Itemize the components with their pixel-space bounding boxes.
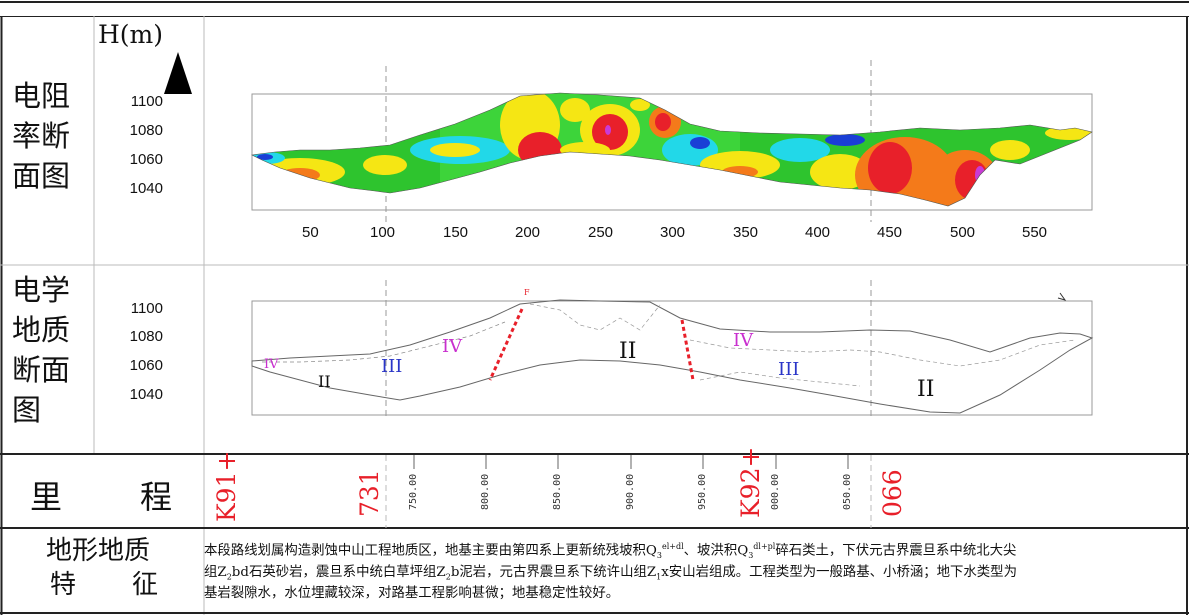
geology-plot: [251, 280, 1094, 420]
res-y-tick: 1080: [129, 122, 163, 139]
res-y-tick: 1100: [130, 93, 163, 110]
mileage-066: 066: [878, 469, 907, 517]
terrain-title: 地形地质 特 征: [46, 536, 159, 600]
geo-y-tick: 1060: [129, 357, 163, 374]
rock-label-iv: IV: [733, 330, 754, 351]
geology-title: 电学 地质 断面 图: [12, 273, 71, 427]
mileage-tick: 000.00: [770, 473, 781, 510]
res-x-tick: 50: [302, 224, 319, 241]
res-x-tick: 550: [1022, 224, 1048, 241]
mileage-tick: 950.00: [697, 473, 708, 510]
mileage-tick: 750.00: [408, 473, 419, 510]
rock-label-iii: III: [778, 359, 800, 380]
geo-y-tick: 1100: [130, 300, 163, 317]
mileage-title-left: 里: [30, 478, 63, 516]
res-x-tick: 200: [515, 224, 541, 241]
resistivity-title: 电阻 率断 面图: [12, 79, 71, 193]
res-x-tick: 500: [950, 224, 976, 241]
res-x-tick: 150: [443, 224, 469, 241]
rock-label-ii: II: [318, 372, 331, 391]
terrain-title-b: 征: [132, 570, 159, 600]
mileage-ticks: [385, 455, 872, 528]
mileage-tick: 800.00: [480, 473, 491, 510]
res-x-tick: 350: [733, 224, 759, 241]
terrain-description: 本段路线划属构造剥蚀中山工程地质区，地基主要由第四系上更新统残坡积Q3el+dl…: [204, 542, 1017, 601]
mileage-title-right: 程: [140, 478, 173, 516]
mileage-tick: 050.00: [842, 473, 853, 510]
res-x-tick: 300: [660, 224, 686, 241]
y-axis-label: H(m): [98, 20, 164, 49]
geo-y-tick: 1040: [129, 386, 163, 403]
rock-label-ii: II: [619, 339, 637, 364]
rock-label-iv: IV: [264, 357, 279, 372]
rock-label-iv: IV: [442, 336, 463, 357]
mileage-tick: 900.00: [625, 473, 636, 510]
mileage-k92: K92+: [736, 446, 765, 518]
mileage-k91: K91+: [212, 450, 241, 522]
rock-label-iii: III: [381, 356, 403, 377]
res-x-tick: 250: [588, 224, 614, 241]
geo-y-tick: 1080: [129, 328, 163, 345]
resistivity-plot: [250, 60, 1093, 222]
res-x-tick: 400: [805, 224, 831, 241]
terrain-title-a: 特: [50, 570, 77, 600]
res-y-tick: 1040: [129, 180, 163, 197]
north-arrow-icon: [164, 52, 192, 94]
rock-label-ii: II: [917, 377, 935, 402]
res-y-tick: 1060: [129, 151, 163, 168]
res-x-tick: 450: [877, 224, 903, 241]
fault-label: F: [524, 288, 530, 297]
mileage-731: 731: [355, 469, 384, 517]
res-x-tick: 100: [370, 224, 396, 241]
mileage-tick: 850.00: [552, 473, 563, 510]
